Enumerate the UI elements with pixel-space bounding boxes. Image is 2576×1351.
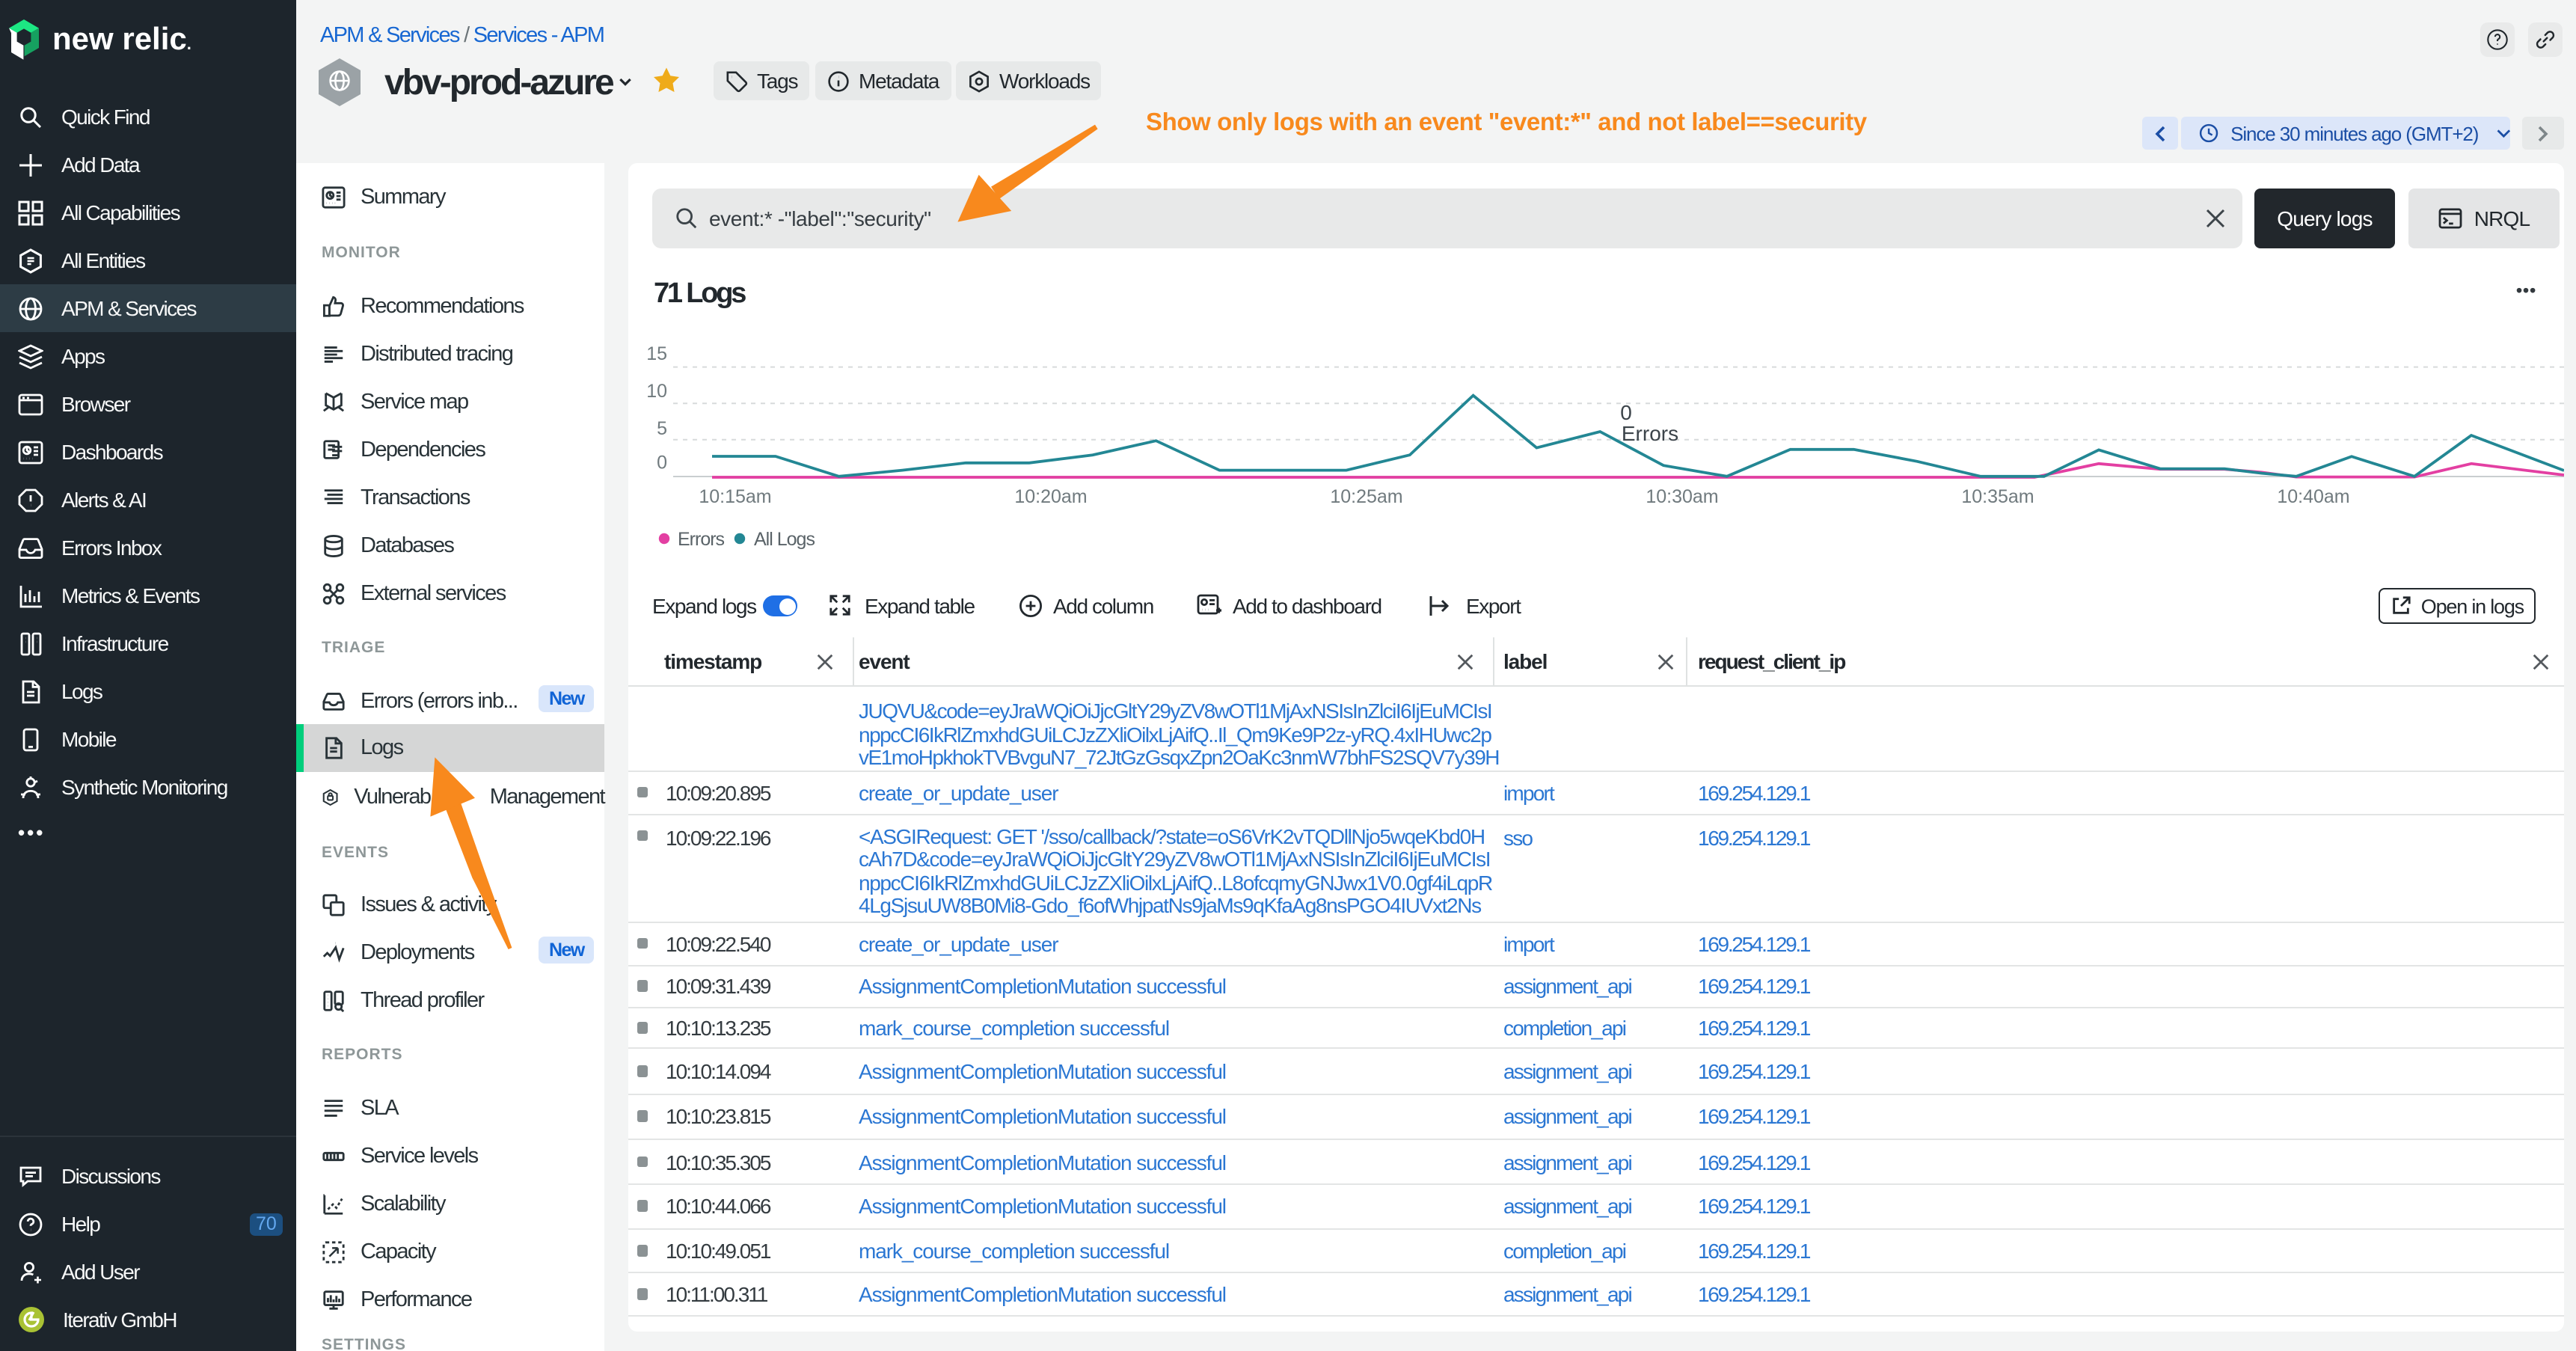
svg-text:Errors: Errors	[678, 529, 725, 550]
svg-text:15: 15	[646, 343, 667, 364]
svg-text:10:35am: 10:35am	[1961, 486, 2034, 507]
svg-text:5: 5	[657, 418, 667, 439]
svg-text:Errors: Errors	[1622, 422, 1678, 445]
svg-text:10:40am: 10:40am	[2277, 486, 2349, 507]
svg-text:All Logs: All Logs	[754, 529, 815, 550]
svg-text:0: 0	[1620, 401, 1632, 424]
svg-text:10:30am: 10:30am	[1646, 486, 1718, 507]
svg-text:10:20am: 10:20am	[1014, 486, 1087, 507]
svg-text:10:15am: 10:15am	[699, 486, 771, 507]
svg-text:10: 10	[646, 381, 667, 402]
svg-text:10:25am: 10:25am	[1330, 486, 1402, 507]
svg-text:0: 0	[657, 453, 667, 474]
